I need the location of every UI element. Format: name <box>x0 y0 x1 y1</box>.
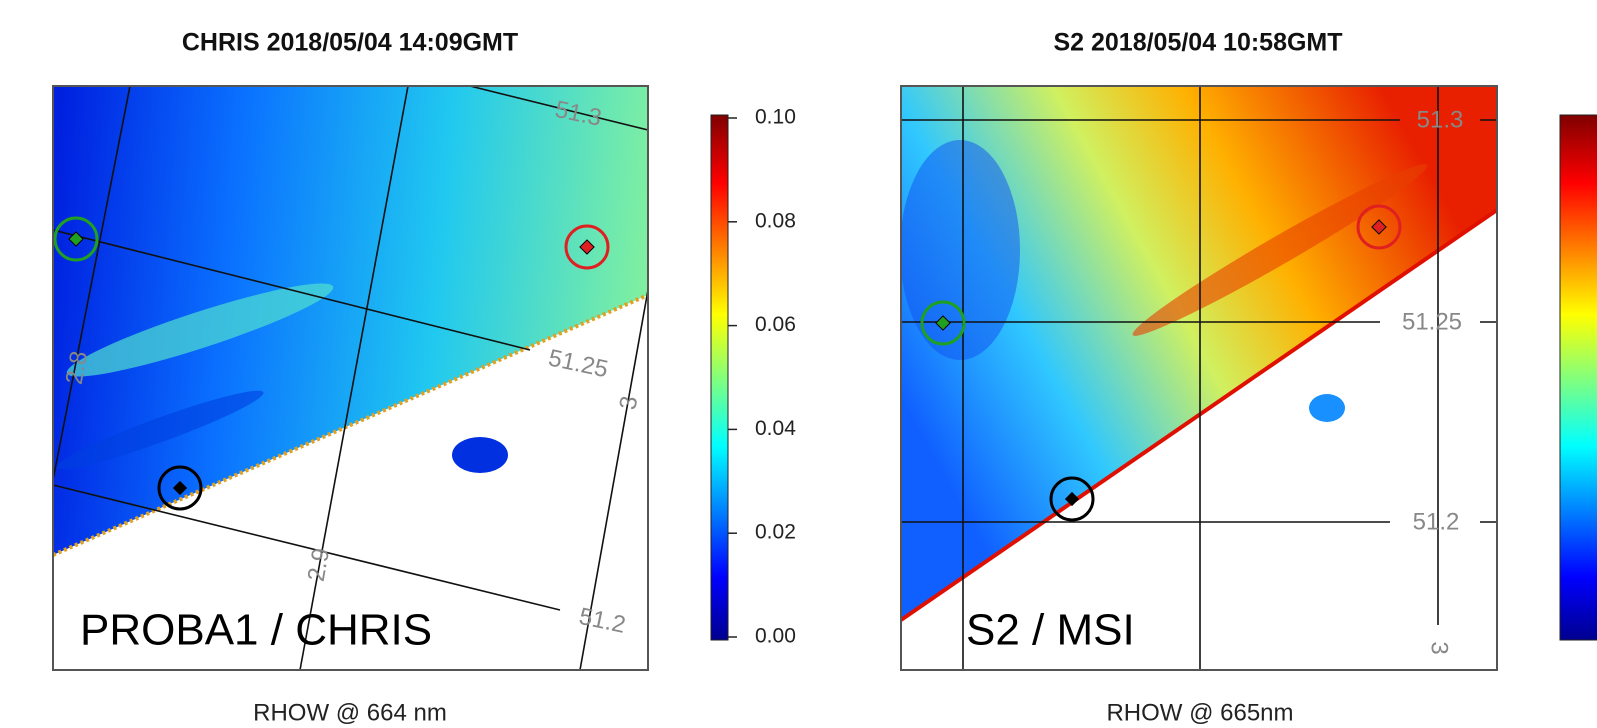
page: {"panels": [ {"title": "CHRIS 2018/05/04… <box>0 0 1597 728</box>
colorbar-tick-label: 0.00 <box>755 625 796 648</box>
grid-label: 51.25 <box>546 344 610 383</box>
pond <box>1309 394 1345 422</box>
panel-label: PROBA1 / CHRIS <box>80 606 432 655</box>
colorbar <box>1560 115 1597 640</box>
colorbar-tick-label: 0.02 <box>755 521 796 544</box>
colorbar-tick-label: 0.06 <box>755 313 796 336</box>
grid-label: 51.2 <box>577 603 628 639</box>
grid-label: 2.9 <box>303 546 335 584</box>
grid-label: 3 <box>614 394 643 412</box>
figure: CHRIS 2018/05/04 14:09GMT 51.3 51.25 51.… <box>0 0 1597 728</box>
colorbar-tick-label: 0.04 <box>755 417 796 440</box>
plume <box>900 140 1020 360</box>
panel-title: CHRIS 2018/05/04 14:09GMT <box>182 29 518 57</box>
grid-label: 51.3 <box>1417 106 1464 133</box>
water <box>53 86 648 555</box>
panel-label: S2 / MSI <box>966 606 1135 655</box>
grid-label: 51.25 <box>1402 308 1462 335</box>
pond <box>452 437 508 473</box>
colorbar <box>711 115 728 640</box>
colorbar-tick-label: 0.10 <box>755 106 796 129</box>
grid-label: 51.2 <box>1413 508 1460 535</box>
x-label: RHOW @ 664 nm <box>253 699 447 726</box>
x-label: RHOW @ 665nm <box>1106 699 1293 726</box>
colorbar-tick-label: 0.08 <box>755 209 796 232</box>
panel-title: S2 2018/05/04 10:58GMT <box>1053 29 1342 57</box>
grid-label: 2.8 <box>61 349 93 387</box>
grid-label: 3 <box>1426 641 1453 654</box>
